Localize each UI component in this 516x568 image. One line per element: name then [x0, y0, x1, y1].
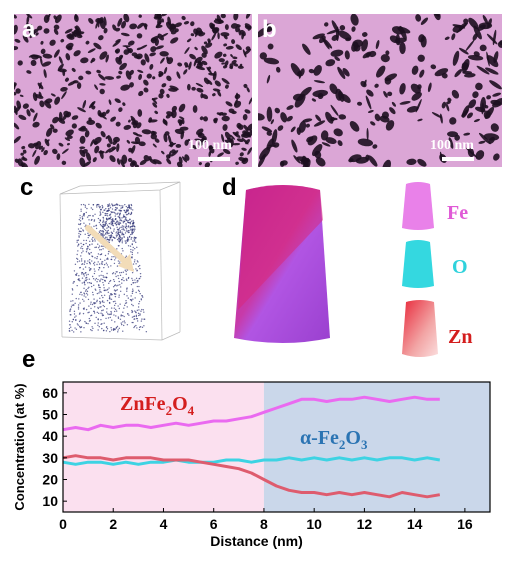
x-tick-label: 6 [210, 516, 218, 532]
y-tick-label: 30 [42, 450, 58, 466]
y-axis-label: Concentration (at %) [12, 383, 27, 510]
panel-label-b: b [262, 16, 277, 43]
o-map [402, 240, 434, 288]
atom-probe-reconstruction [59, 181, 181, 341]
x-tick-label: 10 [306, 516, 322, 532]
composite-element-map [234, 185, 330, 343]
series-zn-line [62, 454, 441, 499]
region-spinel [63, 382, 264, 512]
series-o-line [62, 456, 441, 466]
sem-texture-b [258, 14, 502, 167]
zn-rich-region [238, 185, 323, 310]
y-tick-label: 60 [42, 385, 58, 401]
o-label: O [452, 256, 468, 278]
fe-map [402, 182, 434, 230]
sem-image-a [14, 14, 252, 167]
panel-label-d: d [222, 174, 237, 201]
plot-frame [62, 381, 491, 513]
zn-label: Zn [448, 326, 473, 348]
panel-label-c: c [20, 174, 34, 201]
panel-label-e: e [22, 346, 36, 373]
sem-texture-a [14, 14, 252, 167]
y-tick-label: 10 [42, 493, 58, 509]
x-tick-label: 0 [59, 516, 67, 532]
concentration-chart: 0 2 4 6 8 10 12 14 16 10 20 30 40 50 60 Distance (nm) Co… [12, 381, 491, 549]
x-tick-label: 4 [160, 516, 168, 532]
label-alpha-fe2o3: α-Fe2O3 [300, 427, 368, 452]
x-tick-label: 14 [407, 516, 423, 532]
scale-bar-a [198, 157, 230, 161]
scale-bar-b [442, 157, 474, 161]
y-tick-label: 50 [42, 407, 58, 423]
y-tick-label: 20 [42, 472, 58, 488]
x-tick-label: 2 [109, 516, 117, 532]
fe-label: Fe [447, 202, 469, 224]
panel-label-a: a [22, 16, 36, 43]
x-tick-label: 12 [357, 516, 373, 532]
scale-label-b: 100 nm [430, 138, 474, 153]
x-tick-label: 8 [260, 516, 268, 532]
y-tick-label: 40 [42, 428, 58, 444]
sem-image-b [258, 14, 502, 167]
x-tick-label: 16 [457, 516, 473, 532]
x-axis-label: Distance (nm) [210, 533, 303, 549]
label-znfe2o4: ZnFe2O4 [120, 393, 195, 418]
scale-label-a: 100 nm [188, 138, 232, 153]
zn-map [402, 300, 438, 357]
series-fe-line [62, 395, 440, 432]
region-hematite [263, 382, 490, 512]
